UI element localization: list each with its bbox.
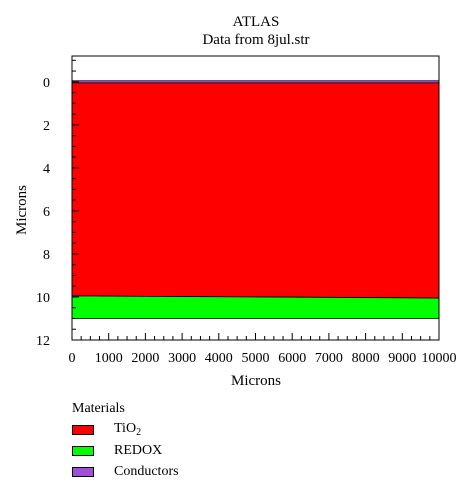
- legend-swatch-redox: [72, 445, 94, 456]
- chart-title: ATLAS: [233, 14, 280, 30]
- legend: Materials TiO2 REDOX Conductors: [72, 401, 179, 482]
- y-tick-label: 8: [43, 248, 50, 263]
- x-tick-label: 10000: [422, 351, 457, 366]
- x-axis-label: Microns: [231, 373, 281, 389]
- x-tick-label: 5000: [242, 351, 270, 366]
- x-tick-label: 1000: [95, 351, 123, 366]
- chart-subtitle: Data from 8jul.str: [202, 32, 309, 48]
- x-tick-label: 8000: [352, 351, 380, 366]
- legend-item-redox: REDOX: [72, 440, 179, 461]
- legend-item-conductors: Conductors: [72, 461, 179, 482]
- legend-label-conductors: Conductors: [114, 463, 179, 479]
- x-tick-label: 2000: [131, 351, 159, 366]
- x-tick-label: 4000: [205, 351, 233, 366]
- y-tick-label: 4: [43, 162, 50, 177]
- legend-title: Materials: [72, 401, 125, 416]
- x-axis-ticks: 0 1000 2000 3000 4000 5000 6000 7000 8000 9000 100…: [69, 333, 457, 366]
- y-axis-ticks: 0 2 4 6 8 10 12: [36, 59, 79, 349]
- region-tio2: [71, 82, 440, 299]
- legend-label-tio2: TiO2: [114, 421, 142, 438]
- x-tick-label: 9000: [388, 351, 416, 366]
- y-tick-label: 10: [36, 291, 50, 306]
- material-regions: [71, 80, 440, 319]
- y-axis-label: Microns: [14, 185, 30, 235]
- x-tick-label: 7000: [315, 351, 343, 366]
- y-tick-label: 12: [36, 334, 50, 349]
- x-tick-label: 6000: [278, 351, 306, 366]
- y-tick-label: 2: [43, 119, 50, 134]
- legend-label-redox: REDOX: [114, 442, 163, 458]
- y-tick-label: 0: [43, 76, 50, 91]
- legend-swatch-tio2: [72, 424, 94, 435]
- x-tick-label: 3000: [168, 351, 196, 366]
- region-redox: [71, 295, 440, 319]
- legend-swatch-conductors: [72, 466, 94, 477]
- chart-plot: ATLAS Data from 8jul.str 0 1000 2000 3000 40…: [14, 14, 457, 389]
- x-tick-label: 0: [69, 351, 76, 366]
- legend-item-tio2: TiO2: [72, 419, 179, 440]
- y-tick-label: 6: [43, 205, 50, 220]
